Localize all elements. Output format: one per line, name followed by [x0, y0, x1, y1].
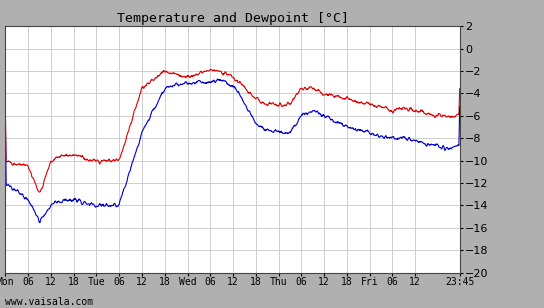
Title: Temperature and Dewpoint [°C]: Temperature and Dewpoint [°C] — [116, 12, 349, 25]
Text: www.vaisala.com: www.vaisala.com — [5, 297, 94, 307]
